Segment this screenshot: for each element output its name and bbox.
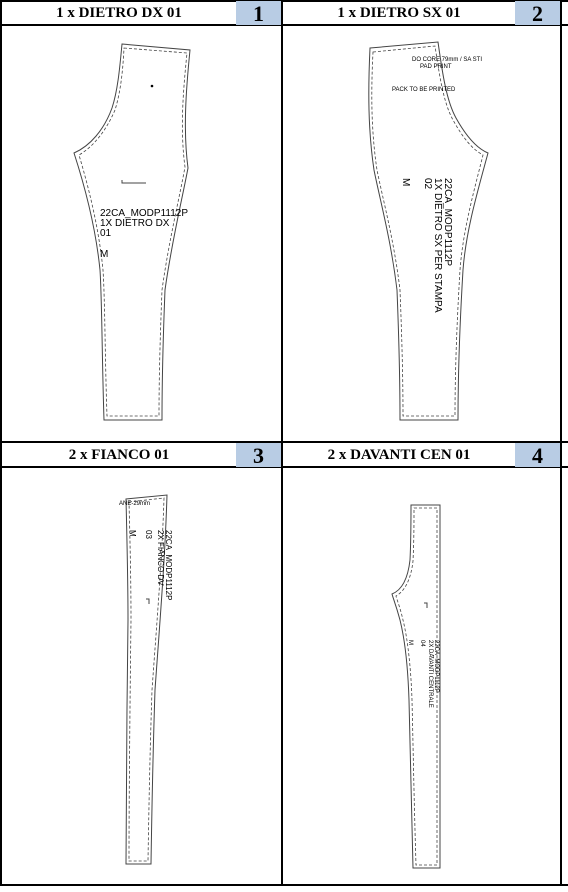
pattern-piece-fianco: ANE-29mm 22CA_MODP1112P 2X FIANCO DV 03 …: [119, 494, 173, 865]
piece-2-note-pad-print: PAD PRINT: [420, 64, 452, 70]
piece-4-cut-line: [391, 504, 441, 869]
panel-2-number: 2: [515, 1, 560, 26]
piece-4-label-model: 22CA_MODP1112P: [433, 640, 439, 693]
panel-4-title: 2 x DAVANTI CEN 01: [327, 447, 471, 463]
piece-1-grainline: [121, 180, 146, 184]
piece-3-cut-line: [125, 494, 168, 865]
piece-4-label-name: 2X DAVANTI CENTRALE: [427, 640, 433, 708]
piece-3-label-number: 03: [144, 530, 153, 539]
grid-line-header-2: [0, 466, 568, 468]
piece-2-seam-line: [371, 45, 484, 417]
piece-3-note: ANE-29mm: [119, 501, 150, 507]
grid-border-right: [560, 0, 562, 886]
piece-3-label-name: 2X FIANCO DV: [156, 530, 165, 586]
panel-3-number: 3: [236, 443, 281, 468]
panel-1-title: 1 x DIETRO DX 01: [56, 5, 182, 21]
piece-4-seam-line: [395, 507, 438, 866]
piece-4-label-number: 04: [419, 640, 425, 647]
piece-1-label-name: 1X DIETRO DX: [100, 218, 170, 229]
piece-2-label-number: 02: [422, 178, 433, 190]
grid-line-middle: [0, 441, 568, 443]
pattern-piece-davanti-cen: 22CA_MODP1112P 2X DAVANTI CENTRALE 04 M: [391, 504, 441, 869]
piece-2-label-size: M: [400, 178, 411, 186]
panel-1-number: 1: [236, 1, 281, 26]
grid-border-left: [0, 0, 2, 886]
grid-border-bottom: [0, 884, 568, 886]
grid-border-top: [0, 0, 568, 2]
piece-4-grainline: [424, 602, 428, 608]
piece-4-label-size: M: [407, 640, 413, 645]
piece-1-label-size: M: [100, 249, 108, 260]
piece-2-label-name: 1X DIETRO SX PER STAMPA: [432, 178, 443, 313]
piece-1-drill-point: [150, 84, 154, 88]
panel-4-number: 4: [515, 443, 560, 468]
pattern-piece-dietro-dx: 22CA_MODP1112P 1X DIETRO DX 01 M: [73, 43, 191, 421]
piece-3-seam-line: [128, 497, 165, 862]
pattern-piece-dietro-sx: DO CORE 79mm / SA STI PAD PRINT PACK TO …: [368, 41, 489, 421]
piece-1-label-model: 22CA_MODP1112P: [100, 208, 188, 219]
grid-line-header-1: [0, 24, 568, 26]
grid-line-center: [281, 0, 283, 886]
piece-2-note-core: DO CORE 79mm / SA STI: [412, 57, 482, 63]
piece-1-cut-line: [73, 43, 191, 421]
piece-2-cut-line: [368, 41, 489, 421]
piece-3-grainline: [146, 598, 150, 604]
piece-1-label-number: 01: [100, 228, 112, 239]
piece-3-label-size: M: [128, 530, 137, 537]
piece-1-seam-line: [78, 47, 188, 417]
panel-2-title: 1 x DIETRO SX 01: [337, 5, 461, 21]
panel-3-title: 2 x FIANCO 01: [68, 447, 170, 463]
piece-3-label-model: 22CA_MODP1112P: [164, 530, 173, 600]
piece-2-label-model: 22CA_MODP1112P: [442, 178, 453, 266]
piece-2-note-pack: PACK TO BE PRINTED: [392, 87, 456, 93]
